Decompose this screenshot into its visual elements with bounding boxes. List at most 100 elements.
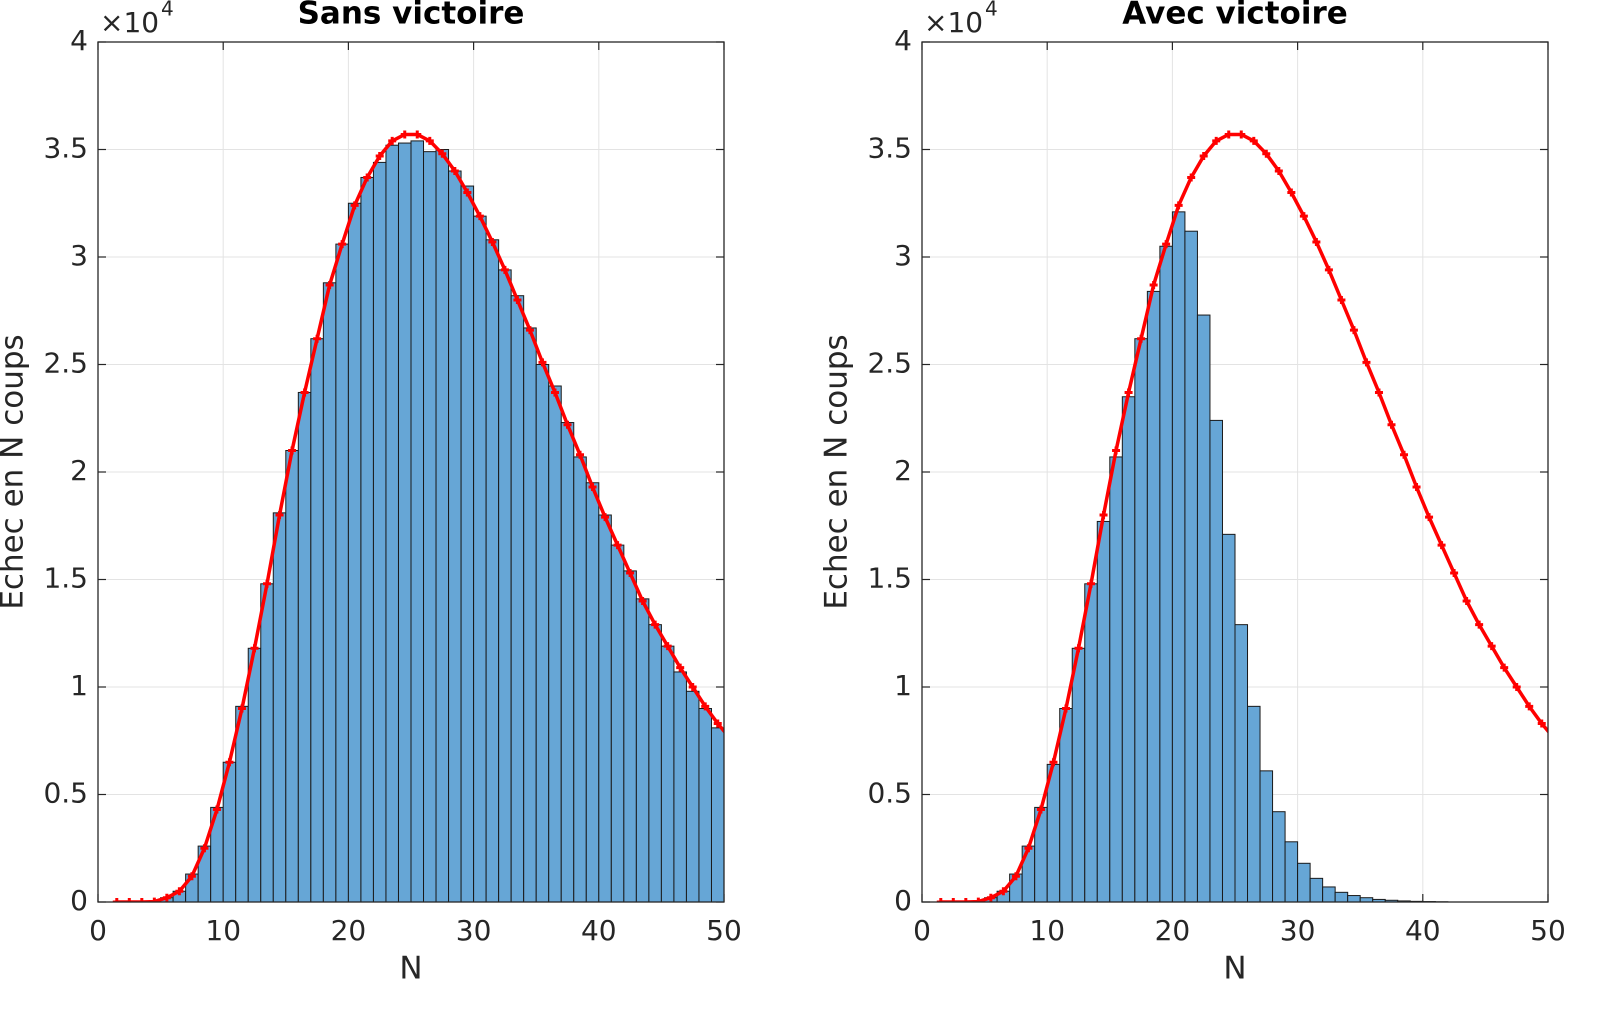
y-tick-label: 2 <box>70 454 88 487</box>
bar <box>286 451 299 903</box>
bar <box>273 513 286 902</box>
y-tick-label: 0 <box>70 884 88 917</box>
bar <box>649 625 662 902</box>
bar <box>674 672 687 902</box>
bar <box>1248 706 1261 902</box>
y-tick-label: 1.5 <box>867 562 912 595</box>
y-tick-label: 4 <box>70 24 88 57</box>
y-tick-label: 2.5 <box>43 347 88 380</box>
bar <box>486 240 499 902</box>
bar <box>449 171 462 902</box>
y-tick-label: 0.5 <box>43 777 88 810</box>
bar <box>1235 625 1248 902</box>
bar <box>524 328 537 902</box>
bar <box>1160 246 1173 902</box>
x-tick-label: 0 <box>913 914 931 947</box>
bar <box>686 691 699 902</box>
bar <box>1147 291 1160 902</box>
y-tick-label: 3 <box>70 239 88 272</box>
y-tick-label: 3.5 <box>867 132 912 165</box>
y-multiplier: ×10 <box>924 6 983 39</box>
x-tick-label: 20 <box>1155 914 1191 947</box>
bar <box>1122 397 1135 902</box>
y-tick-label: 2 <box>894 454 912 487</box>
bar <box>1097 521 1110 902</box>
bar <box>1172 212 1185 902</box>
bar <box>1185 231 1198 902</box>
x-tick-label: 30 <box>1280 914 1316 947</box>
bar <box>1323 887 1336 902</box>
bar <box>1110 457 1123 902</box>
x-tick-label: 30 <box>456 914 492 947</box>
y-multiplier: ×10 <box>100 6 159 39</box>
bar <box>236 706 249 902</box>
x-axis-label: N <box>399 951 422 987</box>
bar <box>1210 420 1223 902</box>
x-tick-label: 40 <box>581 914 617 947</box>
bar <box>336 244 349 902</box>
bar <box>348 203 361 902</box>
bar <box>1197 315 1210 902</box>
bar <box>386 145 399 902</box>
bar <box>424 152 437 902</box>
bar <box>261 584 274 902</box>
bar <box>1273 812 1286 902</box>
bar <box>574 457 587 902</box>
bar <box>361 177 374 902</box>
bar <box>711 728 724 902</box>
bar <box>474 216 487 902</box>
bar <box>298 392 311 902</box>
bar <box>1222 534 1235 902</box>
x-tick-label: 50 <box>1530 914 1566 947</box>
chart-title: Sans victoire <box>298 0 525 32</box>
y-tick-label: 1.5 <box>43 562 88 595</box>
x-tick-label: 0 <box>89 914 107 947</box>
bar <box>1260 771 1273 902</box>
bar <box>436 150 449 903</box>
bar <box>661 646 674 902</box>
y-tick-label: 3.5 <box>43 132 88 165</box>
bar <box>311 339 324 902</box>
bar <box>511 296 524 902</box>
bar <box>1310 878 1323 902</box>
x-tick-label: 10 <box>1029 914 1065 947</box>
y-axis-label: Echec en N coups <box>0 334 31 609</box>
y-tick-label: 1 <box>894 669 912 702</box>
bar <box>699 709 712 903</box>
y-tick-label: 2.5 <box>867 347 912 380</box>
bar <box>624 571 637 902</box>
bar <box>461 186 474 902</box>
y-tick-label: 1 <box>70 669 88 702</box>
bar <box>561 423 574 902</box>
bar <box>411 141 424 902</box>
chart-title: Avec victoire <box>1122 0 1348 32</box>
bar <box>1348 896 1361 902</box>
curve-marker <box>726 735 734 743</box>
x-tick-label: 50 <box>706 914 742 947</box>
y-tick-label: 0 <box>894 884 912 917</box>
x-axis-label: N <box>1223 951 1246 987</box>
bar <box>536 365 549 903</box>
bar <box>398 143 411 902</box>
y-axis-label: Echec en N coups <box>819 334 855 609</box>
bar <box>1335 892 1348 902</box>
y-multiplier-exponent: 4 <box>161 0 174 21</box>
bar <box>373 162 386 902</box>
x-tick-label: 40 <box>1405 914 1441 947</box>
y-tick-label: 3 <box>894 239 912 272</box>
bar <box>586 483 599 902</box>
bar <box>1072 648 1085 902</box>
x-tick-label: 20 <box>331 914 367 947</box>
bar <box>323 283 336 902</box>
bar <box>1298 863 1311 902</box>
bar <box>1285 842 1298 902</box>
bar <box>611 545 624 902</box>
x-tick-label: 10 <box>205 914 241 947</box>
bar <box>549 386 562 902</box>
y-multiplier-exponent: 4 <box>985 0 998 21</box>
bar <box>1085 584 1098 902</box>
bar <box>599 515 612 902</box>
curve-marker <box>1550 735 1558 743</box>
bar <box>1135 339 1148 902</box>
